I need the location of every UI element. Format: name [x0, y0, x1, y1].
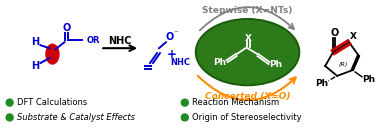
- Ellipse shape: [195, 18, 300, 86]
- Circle shape: [181, 99, 188, 106]
- Text: H: H: [31, 61, 40, 71]
- Text: Ph: Ph: [213, 58, 226, 67]
- Text: O: O: [330, 28, 338, 38]
- Text: Ph: Ph: [269, 59, 282, 69]
- Text: H: H: [31, 37, 40, 47]
- Text: X: X: [245, 34, 252, 43]
- Text: Stepwise (X=NTs): Stepwise (X=NTs): [202, 6, 293, 15]
- Text: NHC: NHC: [170, 58, 190, 67]
- Circle shape: [181, 114, 188, 121]
- Text: Substrate & Catalyst Effects: Substrate & Catalyst Effects: [17, 113, 135, 122]
- Text: +: +: [167, 48, 177, 61]
- Circle shape: [6, 99, 13, 106]
- Text: Ph: Ph: [314, 79, 328, 88]
- Text: Ph: Ph: [363, 75, 375, 84]
- Ellipse shape: [46, 44, 59, 64]
- Text: Concerted (X=O): Concerted (X=O): [205, 92, 290, 101]
- Text: ⁻: ⁻: [174, 29, 178, 38]
- Text: Origin of Stereoselectivity: Origin of Stereoselectivity: [192, 113, 301, 122]
- Text: X: X: [350, 32, 356, 41]
- Text: (R): (R): [338, 62, 348, 67]
- Text: O: O: [62, 23, 71, 33]
- Text: Reaction Mechanism: Reaction Mechanism: [192, 98, 279, 107]
- Ellipse shape: [197, 20, 298, 84]
- Text: O: O: [166, 32, 174, 42]
- Text: DFT Calculations: DFT Calculations: [17, 98, 87, 107]
- Text: NHC: NHC: [108, 36, 132, 46]
- Circle shape: [6, 114, 13, 121]
- Text: OR: OR: [86, 36, 100, 45]
